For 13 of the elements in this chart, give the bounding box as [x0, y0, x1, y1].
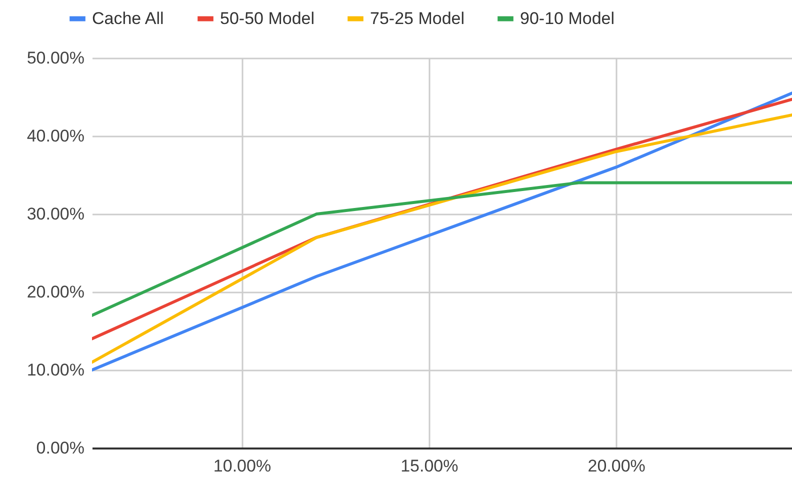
- legend-label: Cache All: [92, 8, 164, 28]
- legend-label: 75-25 Model: [370, 8, 465, 28]
- y-tick-label: 40.00%: [26, 126, 84, 146]
- x-tick-label: 15.00%: [400, 456, 458, 476]
- x-tick-label: 20.00%: [588, 456, 646, 476]
- legend-label: 90-10 Model: [520, 8, 615, 28]
- y-tick-label: 20.00%: [26, 282, 84, 302]
- y-tick-label: 30.00%: [26, 204, 84, 224]
- legend-label: 50-50 Model: [220, 8, 315, 28]
- y-tick-label: 10.00%: [26, 360, 84, 380]
- y-tick-label: 50.00%: [26, 48, 84, 68]
- x-tick-label: 10.00%: [213, 456, 272, 476]
- y-tick-label: 0.00%: [36, 438, 84, 458]
